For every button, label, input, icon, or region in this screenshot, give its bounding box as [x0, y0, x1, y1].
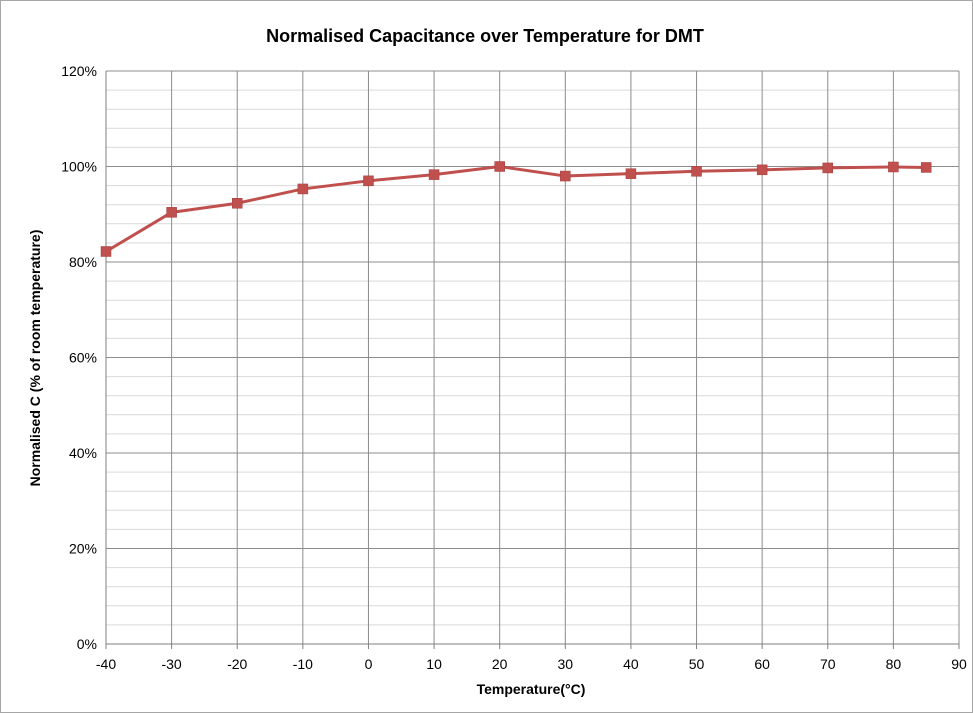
- x-tick-labels: -40 -30 -20 -10 0 10 20 30 40 50 60 70 80 90: [96, 656, 967, 672]
- data-point-marker: [691, 166, 702, 177]
- series-line: [105, 165, 927, 253]
- data-point-marker: [428, 169, 440, 180]
- data-point-marker: [888, 161, 899, 173]
- y-tick-label: 80%: [69, 254, 97, 270]
- y-tick-label: 20%: [69, 541, 97, 557]
- y-tick-label: 40%: [69, 445, 97, 461]
- data-point-marker: [166, 207, 177, 218]
- x-tick-label: 20: [492, 656, 508, 672]
- x-tick-label: 10: [426, 656, 442, 672]
- data-point-marker: [231, 198, 243, 209]
- data-point-marker: [756, 164, 768, 176]
- x-tick-label: -30: [161, 656, 181, 672]
- data-point-marker: [560, 170, 571, 182]
- y-tick-label: 60%: [69, 350, 97, 366]
- x-tick-label: -10: [293, 656, 313, 672]
- grid-lines: [105, 70, 960, 645]
- x-tick-label: -20: [227, 656, 247, 672]
- y-tick-label: 120%: [61, 63, 97, 79]
- data-series: [100, 161, 932, 257]
- data-point-marker: [625, 168, 637, 179]
- data-point-marker: [920, 162, 932, 173]
- y-tick-label: 0%: [77, 636, 97, 652]
- x-tick-label: 70: [820, 656, 836, 672]
- x-tick-label: 40: [623, 656, 639, 672]
- data-point-marker: [494, 161, 505, 172]
- data-point-marker: [297, 183, 309, 195]
- x-axis-title: Temperature(°C): [477, 681, 586, 697]
- x-tick-label: 30: [558, 656, 574, 672]
- x-tick-label: 0: [365, 656, 373, 672]
- data-point-marker: [100, 246, 112, 257]
- x-tick-label: 90: [951, 656, 967, 672]
- x-tick-label: -40: [96, 656, 116, 672]
- y-tick-labels: 0% 20% 40% 60% 80% 100% 120%: [61, 63, 97, 652]
- x-tick-label: 60: [754, 656, 770, 672]
- y-axis-title: Normalised C (% of room temperature): [27, 230, 43, 487]
- x-tick-label: 80: [886, 656, 902, 672]
- axes: [105, 71, 960, 649]
- x-tick-label: 50: [689, 656, 705, 672]
- chart-title: Normalised Capacitance over Temperature …: [266, 26, 704, 46]
- data-point-marker: [822, 162, 834, 174]
- y-tick-label: 100%: [61, 159, 97, 175]
- data-point-marker: [363, 175, 374, 187]
